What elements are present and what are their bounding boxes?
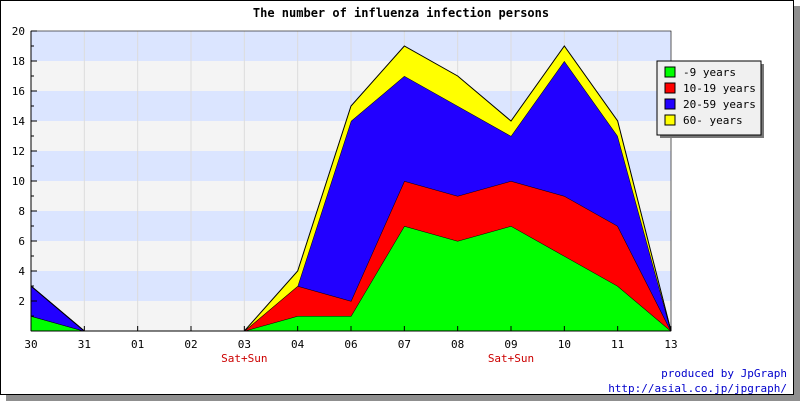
x-tick-label: 31 (78, 338, 91, 351)
x-tick-label: 03 (238, 338, 251, 351)
legend-swatch (664, 114, 676, 126)
y-tick-label: 20 (12, 25, 25, 38)
credit-line-2: http://asial.co.jp/jpgraph/ (608, 382, 787, 395)
x-tick-label: 02 (184, 338, 197, 351)
legend-swatch (664, 82, 676, 94)
y-tick-label: 16 (12, 85, 25, 98)
legend-swatch (664, 66, 676, 78)
axes (30, 30, 672, 332)
x-tick-label: 04 (291, 338, 305, 351)
x-tick-label: 06 (344, 338, 357, 351)
y-tick-label: 8 (18, 205, 25, 218)
y-tick-label: 14 (12, 115, 26, 128)
y-tick-label: 12 (12, 145, 25, 158)
legend: -9 years 10-19 years 20-59 years 60- years (656, 60, 764, 138)
chart-title: The number of influenza infection person… (253, 6, 549, 20)
weekend-label: Sat+Sun (488, 352, 534, 365)
credit-line-1: produced by JpGraph (661, 367, 787, 380)
x-tick-label: 01 (131, 338, 144, 351)
legend-label: -9 years (683, 66, 736, 79)
x-tick-label: 30 (24, 338, 37, 351)
y-tick-label: 2 (18, 295, 25, 308)
x-tick-label: 08 (451, 338, 464, 351)
area-series-1 (31, 226, 671, 331)
y-tick-label: 6 (18, 235, 25, 248)
y-tick-labels: 2 4 6 8 10 12 14 16 18 20 (12, 25, 26, 308)
area-series-2 (31, 181, 671, 331)
legend-swatch (664, 98, 676, 110)
weekend-label: Sat+Sun (221, 352, 267, 365)
x-tick-label: 10 (558, 338, 571, 351)
y-tick-label: 4 (18, 265, 25, 278)
x-tick-label: 11 (611, 338, 624, 351)
x-tick-label: 13 (664, 338, 677, 351)
y-tick-label: 10 (12, 175, 25, 188)
x-tick-label: 09 (504, 338, 517, 351)
y-tick-label: 18 (12, 55, 25, 68)
legend-label: 10-19 years (683, 82, 756, 95)
area-series-3 (31, 61, 671, 331)
chart-frame: The number of influenza infection person… (0, 0, 794, 395)
x-tick-label: 07 (398, 338, 411, 351)
legend-label: 20-59 years (683, 98, 756, 111)
legend-label: 60- years (683, 114, 743, 127)
